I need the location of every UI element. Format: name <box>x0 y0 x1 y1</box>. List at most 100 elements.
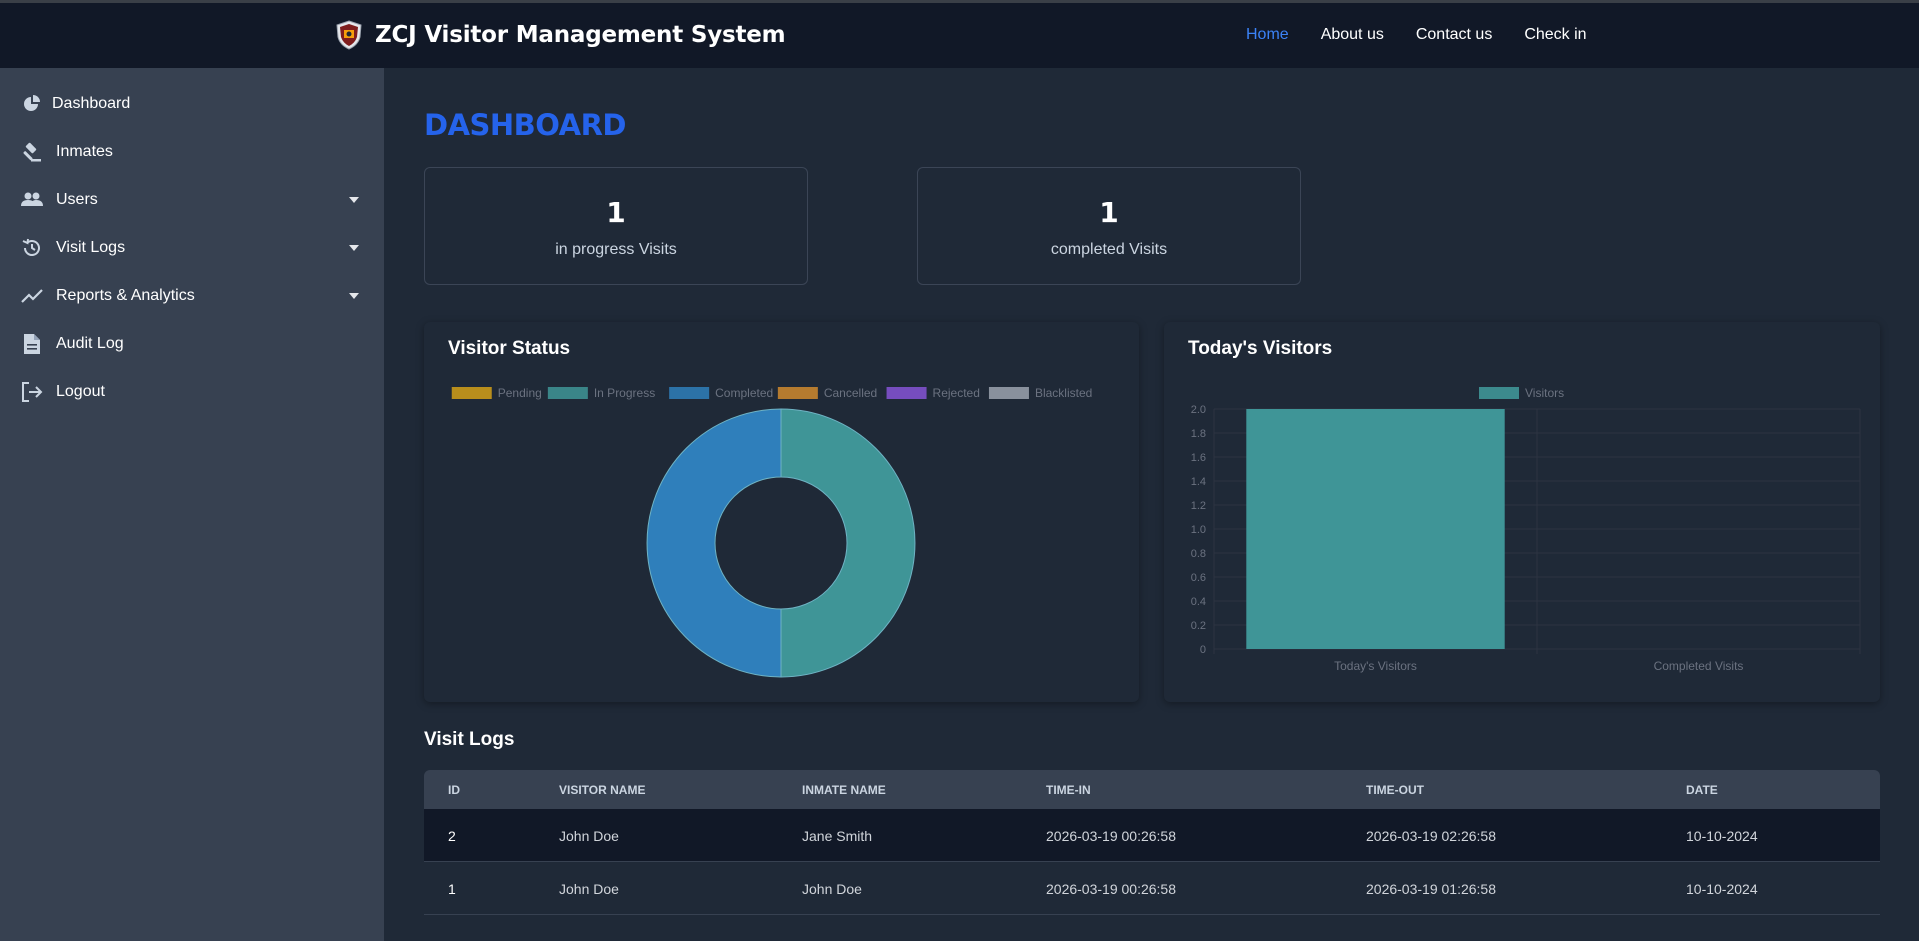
sidebar-item-label: Inmates <box>56 143 113 160</box>
nav-home-link[interactable]: Home <box>1246 26 1289 43</box>
column-header: DATE <box>1686 783 1718 797</box>
sidebar-item-users[interactable]: Users <box>0 180 384 220</box>
cell-inmate-name: John Doe <box>802 881 862 897</box>
legend-label: Blacklisted <box>1035 386 1092 400</box>
panel-title: Visitor Status <box>448 338 571 359</box>
column-header: INMATE NAME <box>802 783 886 797</box>
cell-time-out: 2026-03-19 01:26:58 <box>1366 881 1496 897</box>
todays-visitors-panel: Today's Visitors Visitors 2.0 1.8 1.6 1.4 1.2… <box>1164 322 1880 702</box>
legend-label: Cancelled <box>824 386 877 400</box>
y-tick-label: 1.2 <box>1191 500 1206 512</box>
y-tick-label: 1.4 <box>1191 476 1206 488</box>
sidebar-item-label: Audit Log <box>56 335 124 352</box>
stat-value: 1 <box>606 196 626 229</box>
cell-time-in: 2026-03-19 00:26:58 <box>1046 828 1176 844</box>
x-tick-label: Today's Visitors <box>1334 659 1417 673</box>
sidebar-item-label: Dashboard <box>52 95 131 112</box>
cell-id: 1 <box>448 881 456 897</box>
stat-label: in progress Visits <box>555 241 677 258</box>
table-row[interactable]: 1 John Doe John Doe 2026-03-19 00:26:58 … <box>424 862 1880 915</box>
legend-swatch <box>547 387 588 399</box>
y-tick-label: 0 <box>1200 644 1206 656</box>
chevron-down-icon[interactable] <box>349 293 359 299</box>
cell-date: 10-10-2024 <box>1686 828 1758 844</box>
cell-visitor-name: John Doe <box>559 881 619 897</box>
legend-swatch <box>451 387 492 399</box>
legend-swatch <box>988 387 1029 399</box>
sidebar: Dashboard Inmates Users Visit Logs Repor… <box>0 68 384 941</box>
table-row[interactable]: 2 John Doe Jane Smith 2026-03-19 00:26:5… <box>424 809 1880 862</box>
cell-time-in: 2026-03-19 00:26:58 <box>1046 881 1176 897</box>
stat-value: 1 <box>1099 196 1119 229</box>
y-tick-label: 0.6 <box>1191 572 1206 584</box>
sidebar-item-label: Users <box>56 191 98 208</box>
legend-label: Pending <box>498 386 542 400</box>
sidebar-item-logout[interactable]: Logout <box>0 372 384 412</box>
y-tick-label: 1.6 <box>1191 452 1206 464</box>
document-icon <box>21 333 43 355</box>
visit-logs-table: ID VISITOR NAME INMATE NAME TIME-IN TIME… <box>424 770 1880 915</box>
sidebar-item-audit-log[interactable]: Audit Log <box>0 324 384 364</box>
legend-swatch <box>669 387 710 399</box>
y-tick-label: 0.2 <box>1191 620 1206 632</box>
sidebar-item-label: Logout <box>56 383 105 400</box>
legend-swatch <box>1479 387 1519 399</box>
column-header: ID <box>448 783 460 797</box>
x-tick-label: Completed Visits <box>1654 659 1744 673</box>
cell-visitor-name: John Doe <box>559 828 619 844</box>
nav-checkin-link[interactable]: Check in <box>1524 26 1587 43</box>
logout-icon <box>21 381 43 403</box>
gavel-icon <box>21 141 43 163</box>
sidebar-item-visit-logs[interactable]: Visit Logs <box>0 228 384 268</box>
column-header: TIME-IN <box>1046 783 1091 797</box>
legend-swatch <box>886 387 927 399</box>
stat-card-in-progress: 1 in progress Visits <box>424 167 808 285</box>
sidebar-item-dashboard[interactable]: Dashboard <box>0 84 384 124</box>
pie-chart-icon <box>21 93 43 115</box>
app-title: ZCJ Visitor Management System <box>375 22 786 48</box>
chevron-down-icon[interactable] <box>349 197 359 203</box>
top-navbar: ZCJ Visitor Management System Home About… <box>0 0 1919 68</box>
legend-swatch <box>777 387 818 399</box>
nav-contact-link[interactable]: Contact us <box>1415 26 1493 43</box>
users-icon <box>21 189 43 211</box>
table-header: ID VISITOR NAME INMATE NAME TIME-IN TIME… <box>424 770 1880 809</box>
sidebar-item-inmates[interactable]: Inmates <box>0 132 384 172</box>
cell-inmate-name: Jane Smith <box>802 828 873 844</box>
column-header: VISITOR NAME <box>559 783 646 797</box>
crest-logo-icon <box>336 20 362 50</box>
legend-label: Completed <box>715 386 773 400</box>
y-tick-label: 0.4 <box>1191 596 1206 608</box>
y-tick-label: 1.8 <box>1191 428 1206 440</box>
chevron-down-icon[interactable] <box>349 245 359 251</box>
bar <box>1246 409 1505 649</box>
cell-time-out: 2026-03-19 02:26:58 <box>1366 828 1496 844</box>
panel-title: Today's Visitors <box>1188 338 1333 359</box>
sidebar-item-label: Visit Logs <box>56 239 126 256</box>
cell-id: 2 <box>448 828 456 844</box>
nav-about-link[interactable]: About us <box>1320 26 1384 43</box>
pie-slice <box>646 408 782 678</box>
legend-label: Visitors <box>1525 386 1564 400</box>
y-tick-label: 1.0 <box>1191 524 1206 536</box>
stat-label: completed Visits <box>1050 241 1168 258</box>
legend-label: In Progress <box>594 386 655 400</box>
todays-visitors-chart[interactable]: Visitors 2.0 1.8 1.6 1.4 1.2 1.0 0.8 0.6 0.4 0.2 0 T… <box>1164 322 1880 702</box>
sidebar-item-reports[interactable]: Reports & Analytics <box>0 276 384 316</box>
top-nav: Home About us Contact us Check in <box>1246 26 1587 44</box>
trend-line-icon <box>21 285 43 307</box>
stat-card-completed: 1 completed Visits <box>917 167 1301 285</box>
visitor-status-panel: Visitor Status Pending In Progress Complet… <box>424 322 1139 702</box>
y-tick-label: 0.8 <box>1191 548 1206 560</box>
pie-slice <box>780 408 916 678</box>
legend-label: Rejected <box>933 386 980 400</box>
history-icon <box>21 237 43 259</box>
page-title: DASHBOARD <box>424 108 627 142</box>
visitor-status-chart[interactable]: Pending In Progress Completed Cancelled Reje… <box>424 322 1139 702</box>
brand[interactable]: ZCJ Visitor Management System <box>335 20 786 50</box>
column-header: TIME-OUT <box>1366 783 1424 797</box>
y-tick-label: 2.0 <box>1191 404 1206 416</box>
cell-date: 10-10-2024 <box>1686 881 1758 897</box>
visit-logs-title: Visit Logs <box>424 729 515 750</box>
sidebar-item-label: Reports & Analytics <box>56 287 195 304</box>
